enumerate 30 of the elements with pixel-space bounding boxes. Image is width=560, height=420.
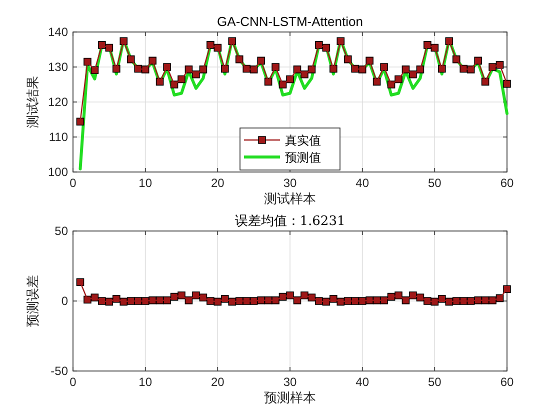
y-tick-label: 140 [48,25,68,39]
x-tick-label: 50 [428,176,442,190]
chart-title: GA-CNN-LSTM-Attention [217,14,363,29]
x-tick-label: 40 [356,375,370,389]
x-axis-title: 测试样本 [264,192,316,207]
x-tick-label: 30 [283,375,297,389]
x-tick-label: 30 [283,176,297,190]
x-tick-label: 40 [356,176,370,190]
x-axis-title: 预测样本 [264,391,316,406]
x-tick-label: 60 [500,375,514,389]
y-axis-title: 测试结果 [26,76,41,128]
x-tick-label: 60 [500,176,514,190]
x-tick-label: 10 [138,176,152,190]
x-tick-label: 0 [70,375,77,389]
x-tick-label: 20 [210,176,225,190]
legend-label: 预测值 [285,150,321,164]
y-axis-title: 预测误差 [26,275,41,327]
chart-title: 误差均值：1.6231 [234,214,346,229]
x-tick-label: 20 [210,375,225,389]
legend-label: 真实值 [285,134,321,148]
y-tick-label: 110 [48,130,68,144]
y-tick-label: -50 [50,364,68,378]
y-tick-label: 50 [54,224,68,238]
y-tick-label: 120 [48,95,68,109]
y-tick-label: 0 [61,294,68,308]
y-tick-label: 100 [48,165,68,179]
y-tick-label: 130 [48,60,68,74]
x-tick-label: 10 [138,375,152,389]
x-tick-label: 0 [70,176,77,190]
x-tick-label: 50 [428,375,442,389]
